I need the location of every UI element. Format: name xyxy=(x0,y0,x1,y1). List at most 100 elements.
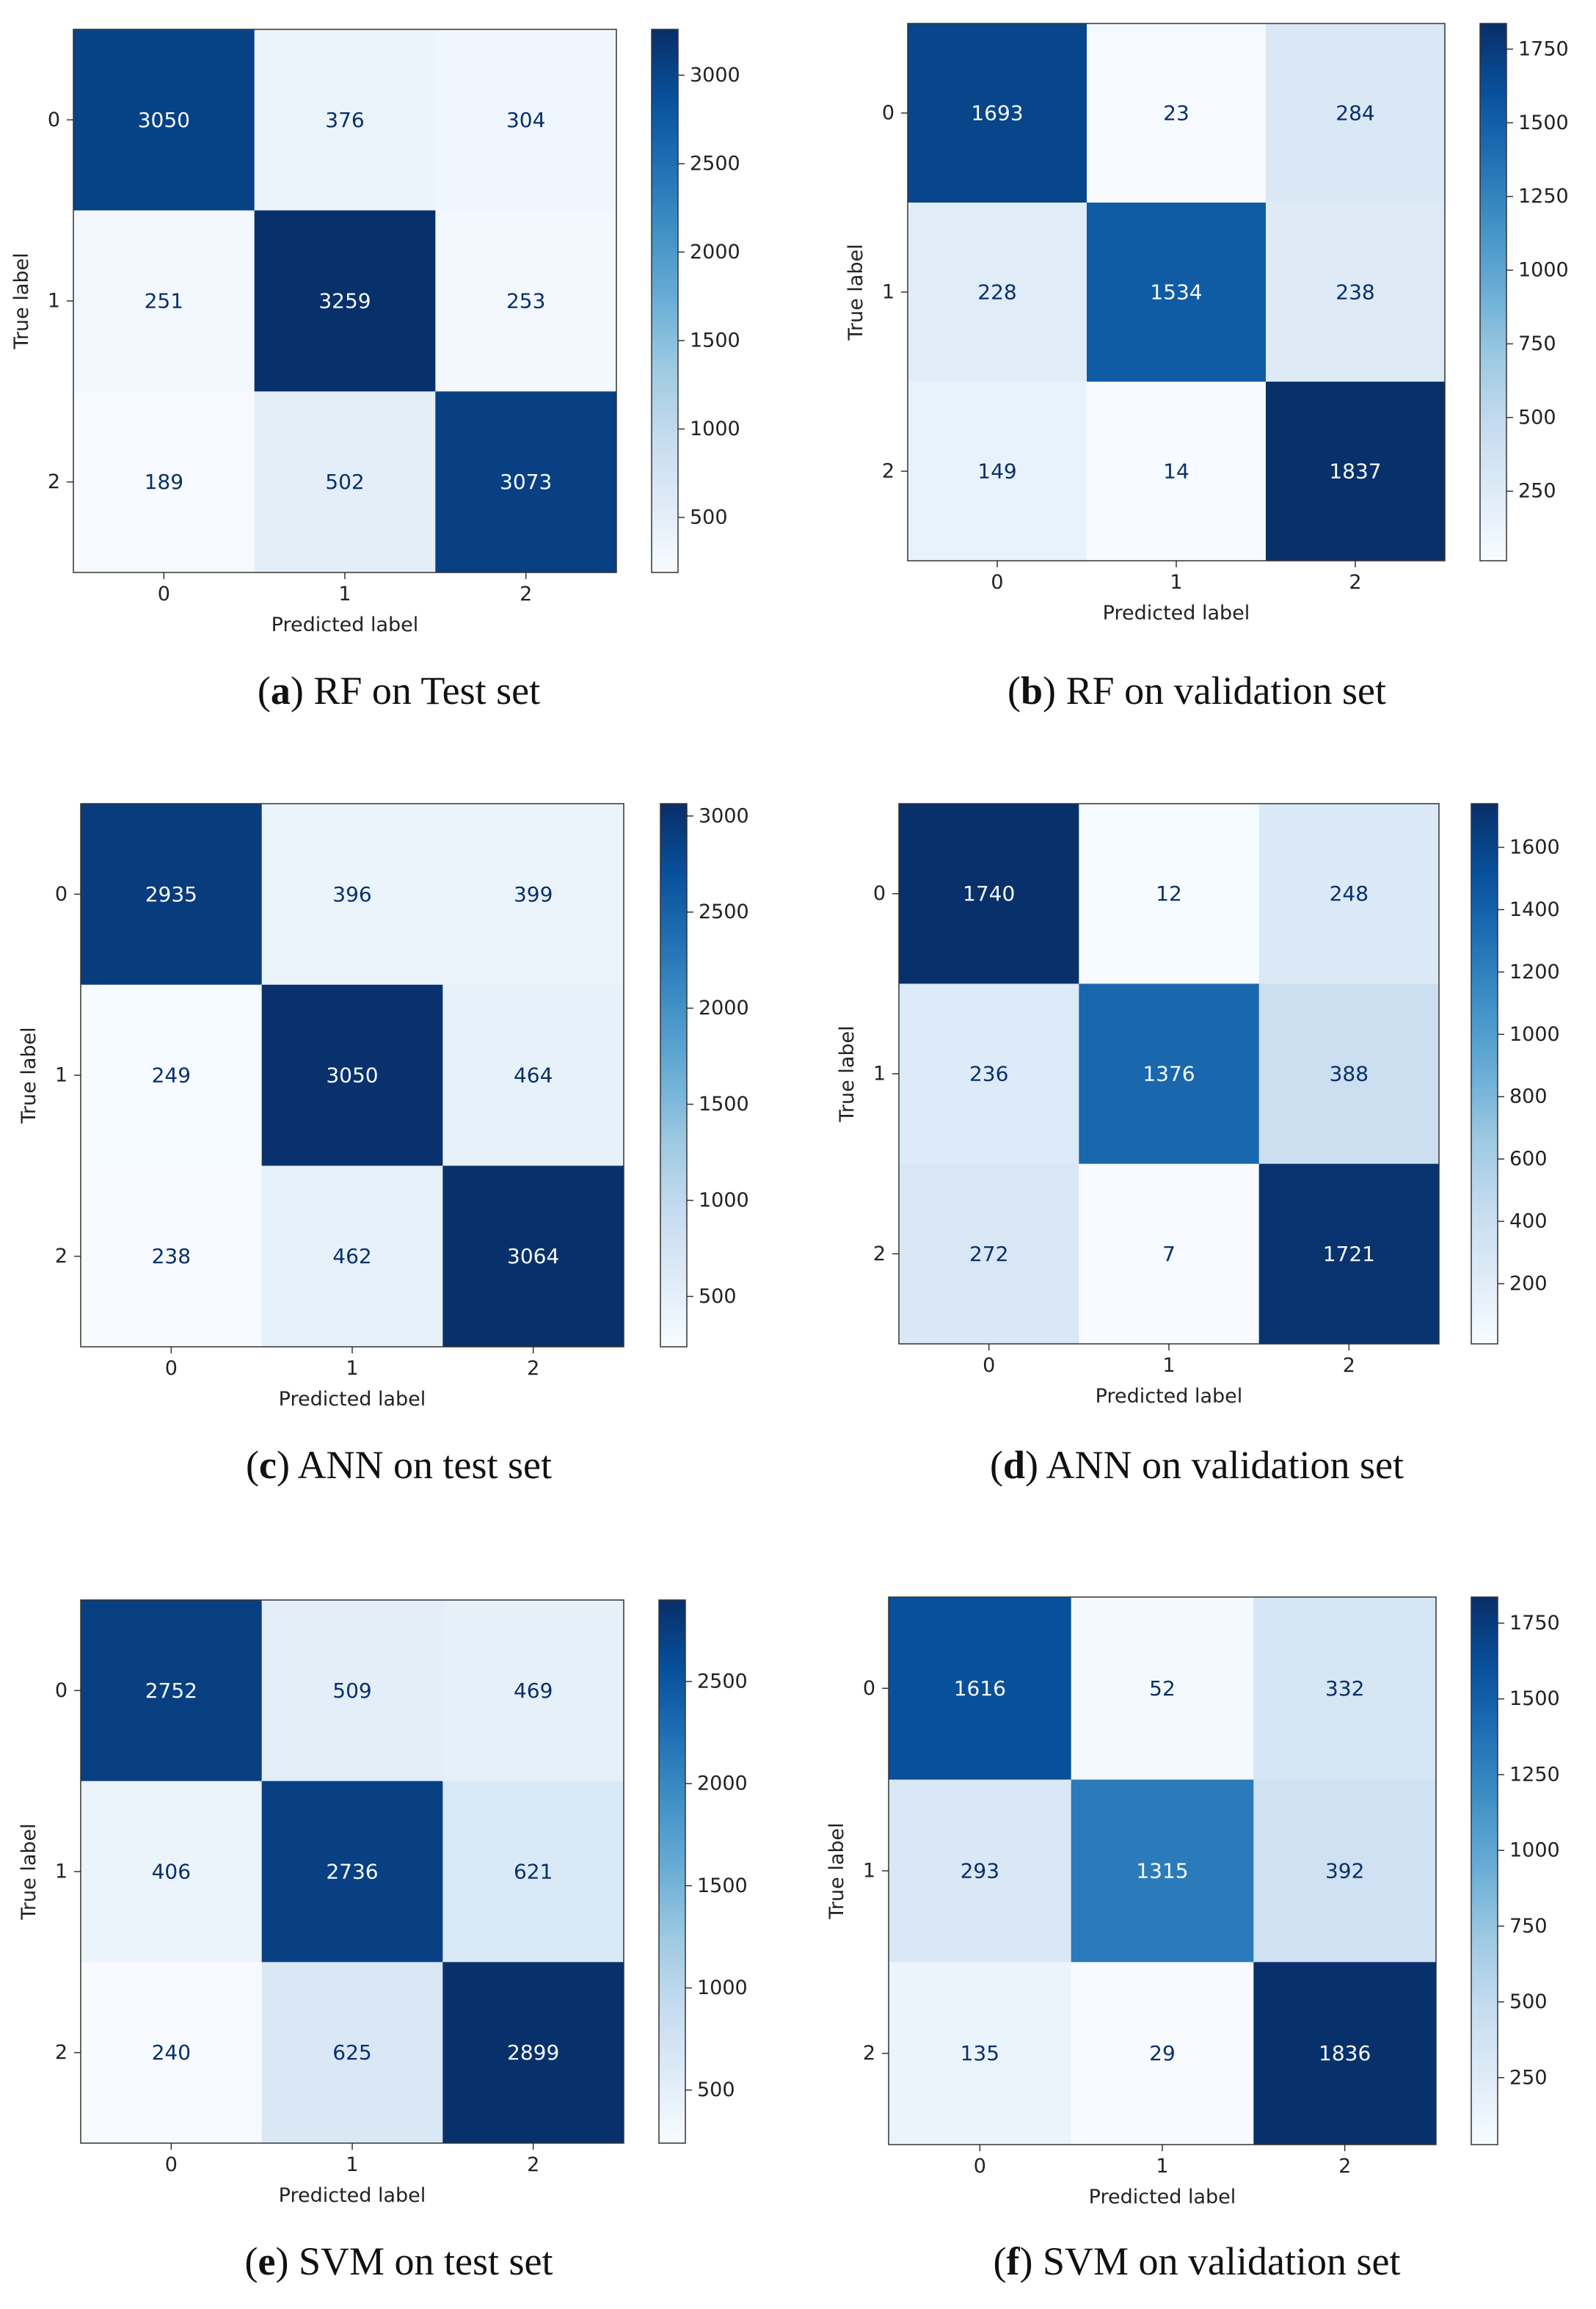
colorbar-tick-label: 500 xyxy=(1509,1990,1548,2013)
colorbar-segment xyxy=(1471,2062,1498,2068)
colorbar-segment xyxy=(652,509,678,514)
colorbar-segment xyxy=(659,1849,685,1855)
colorbar-segment xyxy=(1471,1339,1498,1345)
colorbar-tick-label: 500 xyxy=(697,2079,735,2101)
colorbar-tick-label: 1000 xyxy=(697,1977,748,1999)
colorbar-segment xyxy=(660,1306,687,1312)
heatmap-cell xyxy=(442,1781,624,1963)
colorbar-tick-label: 1500 xyxy=(690,329,740,352)
colorbar-segment xyxy=(660,890,687,895)
colorbar-segment xyxy=(652,291,678,297)
colorbar-segment xyxy=(1471,1656,1498,1662)
colorbar-segment xyxy=(1471,2098,1498,2104)
colorbar-segment xyxy=(660,876,687,881)
colorbar-segment xyxy=(659,1713,685,1719)
colorbar-segment xyxy=(1471,1019,1498,1025)
colorbar-segment xyxy=(1471,1665,1498,1671)
x-tick-label: 2 xyxy=(527,1357,539,1380)
colorbar-segment xyxy=(1471,1262,1498,1268)
x-tick-label: 2 xyxy=(527,2153,539,2176)
colorbar-segment xyxy=(1471,880,1498,886)
colorbar-segment xyxy=(659,1772,685,1778)
cell-value-label: 52 xyxy=(1149,1676,1176,1701)
colorbar-segment xyxy=(660,975,687,981)
colorbar-segment xyxy=(1480,108,1506,114)
colorbar-segment xyxy=(652,550,678,556)
heatmap-cell xyxy=(261,804,443,986)
chart-panel-e: 2752 509 469 406 2736 621 240 625 2899 0 1 2 0 1 2 Pred… xyxy=(0,1556,798,2309)
colorbar-segment xyxy=(652,545,678,550)
colorbar-segment xyxy=(659,2134,685,2139)
colorbar-segment xyxy=(659,1632,685,1637)
colorbar-segment xyxy=(652,237,678,243)
colorbar-segment xyxy=(652,319,678,324)
heatmap-cell xyxy=(442,1962,624,2144)
colorbar-segment xyxy=(652,323,678,329)
colorbar-segment xyxy=(1480,506,1506,512)
x-axis-label: Predicted label xyxy=(1103,602,1250,625)
colorbar-segment xyxy=(1480,180,1506,186)
colorbar-segment xyxy=(652,554,678,560)
colorbar-segment xyxy=(652,527,678,533)
heatmap-cell xyxy=(1079,1163,1260,1345)
colorbar-segment xyxy=(1480,520,1506,526)
colorbar-segment xyxy=(659,1822,685,1828)
colorbar-segment xyxy=(652,241,678,247)
colorbar-segment xyxy=(660,1034,687,1040)
colorbar-segment xyxy=(652,481,678,487)
x-tick-label: 1 xyxy=(1162,1354,1175,1377)
x-tick-label: 0 xyxy=(983,1354,995,1377)
colorbar-segment xyxy=(1471,848,1498,854)
x-tick-label: 1 xyxy=(1170,571,1182,594)
colorbar-segment xyxy=(652,57,678,62)
colorbar-segment xyxy=(652,106,678,112)
colorbar-segment xyxy=(1480,287,1506,293)
colorbar-segment xyxy=(1480,229,1506,235)
colorbar-segment xyxy=(660,871,687,877)
colorbar-segment xyxy=(1471,817,1498,823)
colorbar-segment xyxy=(1471,1775,1498,1781)
colorbar-segment xyxy=(660,912,687,917)
colorbar-tick-label: 1750 xyxy=(1509,1612,1560,1635)
colorbar-segment xyxy=(660,1270,687,1276)
colorbar-segment xyxy=(659,2120,685,2126)
colorbar-segment xyxy=(1471,1119,1498,1124)
y-axis-label: True label xyxy=(18,1027,40,1124)
cell-value-label: 248 xyxy=(1330,881,1369,906)
colorbar-segment xyxy=(659,1962,685,1968)
colorbar-segment xyxy=(1471,1074,1498,1079)
colorbar-segment xyxy=(660,1088,687,1094)
cell-value-label: 253 xyxy=(506,289,545,313)
colorbar-segment xyxy=(1480,516,1506,521)
colorbar-segment xyxy=(652,210,678,216)
colorbar-segment xyxy=(1471,2035,1498,2040)
colorbar-segment xyxy=(1471,1218,1498,1223)
colorbar-segment xyxy=(652,101,678,107)
colorbar-segment xyxy=(1471,1752,1498,1758)
y-axis-label: True label xyxy=(10,252,33,349)
colorbar-segment xyxy=(659,2093,685,2099)
colorbar-segment xyxy=(1471,1267,1498,1273)
heatmap-cell xyxy=(254,29,436,211)
colorbar-segment xyxy=(1471,1783,1498,1789)
cell-value-label: 2899 xyxy=(507,2040,559,2065)
colorbar-segment xyxy=(1480,448,1506,454)
colorbar-tick-label: 750 xyxy=(1518,332,1556,355)
colorbar-tick-label: 2500 xyxy=(699,901,749,923)
colorbar-segment xyxy=(659,1736,685,1741)
colorbar-segment xyxy=(652,473,678,479)
colorbar-segment xyxy=(659,2125,685,2131)
colorbar-segment xyxy=(1480,484,1506,490)
colorbar-tick-label: 1500 xyxy=(1518,112,1569,134)
colorbar-segment xyxy=(1471,1290,1498,1295)
colorbar-segment xyxy=(652,92,678,98)
colorbar-segment xyxy=(660,885,687,890)
colorbar-segment xyxy=(659,1858,685,1863)
colorbar-segment xyxy=(1471,1100,1498,1106)
colorbar-segment xyxy=(652,437,678,442)
colorbar-segment xyxy=(660,1134,687,1140)
colorbar-segment xyxy=(660,1157,687,1162)
colorbar-segment xyxy=(652,34,678,40)
colorbar-segment xyxy=(659,2102,685,2108)
heatmap-cell xyxy=(81,984,263,1166)
